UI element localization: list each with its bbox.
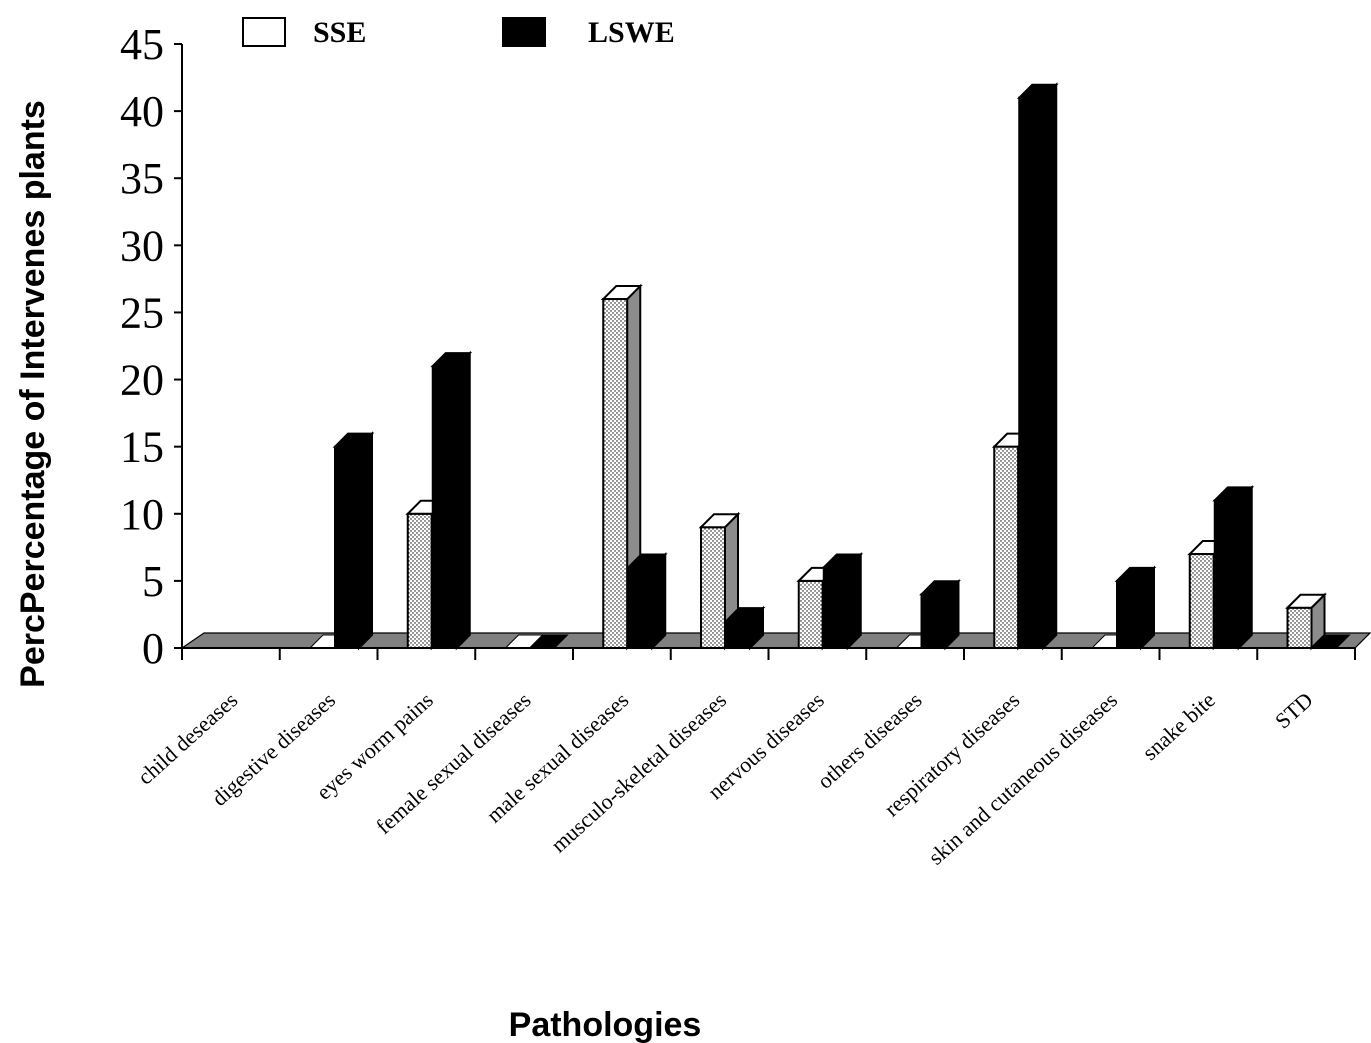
y-tick-label-45: 45 xyxy=(120,20,164,69)
bar-front-sse-snake-bite xyxy=(1286,606,1313,650)
bar-front-sse-skin-and-cutaneous-diseases xyxy=(1188,553,1215,649)
bar-lswe-musculo-skeletal-diseases xyxy=(821,552,864,651)
bar-top-lswe-female-sexual-diseases xyxy=(625,553,668,569)
bar-front-lswe-musculo-skeletal-diseases xyxy=(822,566,849,650)
bar-side-lswe-child-deseases xyxy=(358,431,373,651)
bar-top-lswe-child-deseases xyxy=(332,432,375,448)
x-category-label-std: STD xyxy=(1270,687,1318,733)
x-category-label-skin-and-cutaneous-diseases: skin and cutaneous diseases xyxy=(923,687,1122,870)
bar-lswe-others-diseases xyxy=(1016,82,1059,651)
y-tick-label-25: 25 xyxy=(120,288,164,337)
bar-front-sse-female-sexual-diseases xyxy=(602,298,629,649)
bar-side-lswe-digestive-diseases xyxy=(455,350,471,651)
legend-swatch-lswe xyxy=(502,17,546,47)
bar-lswe-digestive-diseases xyxy=(430,350,473,651)
y-tick-label-35: 35 xyxy=(120,154,164,203)
bar-top-lswe-digestive-diseases xyxy=(430,352,473,368)
legend-swatch-sse xyxy=(242,17,286,47)
bar-side-lswe-skin-and-cutaneous-diseases xyxy=(1237,484,1253,651)
bar-lswe-male-sexual-diseases xyxy=(723,605,766,651)
bar-top-sse-male-sexual-diseases xyxy=(698,513,741,529)
bar-front-lswe-child-deseases xyxy=(334,445,360,649)
x-category-label-snake-bite: snake bite xyxy=(1137,687,1220,765)
bar-lswe-respiratory-diseases xyxy=(1114,565,1157,651)
bar-front-lswe-skin-and-cutaneous-diseases xyxy=(1213,499,1240,649)
bar-lswe-child-deseases xyxy=(332,431,375,651)
bar-top-sse-female-sexual-diseases xyxy=(600,285,643,301)
bar-side-lswe-female-sexual-diseases xyxy=(651,552,667,651)
bar-top-lswe-others-diseases xyxy=(1016,83,1059,99)
bar-front-sse-others-diseases xyxy=(993,445,1020,649)
bar-top-lswe-skin-and-cutaneous-diseases xyxy=(1212,486,1255,502)
legend-label-lswe: LSWE xyxy=(588,16,675,49)
y-tick-label-40: 40 xyxy=(120,87,164,136)
bar-front-sse-male-sexual-diseases xyxy=(700,526,726,650)
y-tick-label-20: 20 xyxy=(120,356,164,405)
bar-side-lswe-others-diseases xyxy=(1042,82,1058,651)
bar-top-lswe-musculo-skeletal-diseases xyxy=(821,553,864,569)
x-category-label-musculo-skeletal-diseases: musculo-skeletal diseases xyxy=(546,687,731,857)
bar-sse-female-sexual-diseases xyxy=(600,283,643,651)
bar-front-lswe-digestive-diseases xyxy=(431,365,458,649)
bar-lswe-female-sexual-diseases xyxy=(625,552,668,651)
legend-label-sse: SSE xyxy=(313,16,366,49)
y-axis-title: PercPercentage of Intervenes plants xyxy=(14,100,52,688)
y-tick-label-15: 15 xyxy=(120,423,164,472)
x-axis-title: Pathologies xyxy=(509,1006,702,1043)
bar-sse-snake-bite xyxy=(1285,592,1327,651)
bar-top-sse-snake-bite xyxy=(1285,593,1327,609)
bar-front-lswe-nervous-diseases xyxy=(920,593,947,649)
bar-front-lswe-respiratory-diseases xyxy=(1116,579,1142,650)
bar-front-lswe-female-sexual-diseases xyxy=(627,566,654,650)
bar-lswe-skin-and-cutaneous-diseases xyxy=(1212,484,1255,651)
bar-side-lswe-musculo-skeletal-diseases xyxy=(846,552,862,651)
bar-top-lswe-male-sexual-diseases xyxy=(723,607,766,623)
bar-lswe-nervous-diseases xyxy=(919,578,961,651)
bar-front-sse-digestive-diseases xyxy=(406,512,433,649)
y-tick-label-10: 10 xyxy=(120,490,164,539)
chart-legend: SSE LSWE xyxy=(242,16,675,49)
y-tick-label-0: 0 xyxy=(142,624,164,673)
y-tick-label-30: 30 xyxy=(120,221,164,270)
bar-top-lswe-respiratory-diseases xyxy=(1114,566,1157,582)
bar-front-sse-musculo-skeletal-diseases xyxy=(797,579,824,650)
bar-front-lswe-male-sexual-diseases xyxy=(725,620,751,650)
chart-bars xyxy=(308,82,1351,651)
bar-front-lswe-others-diseases xyxy=(1018,96,1045,649)
bar-top-lswe-nervous-diseases xyxy=(919,580,961,596)
y-tick-label-5: 5 xyxy=(142,557,164,606)
